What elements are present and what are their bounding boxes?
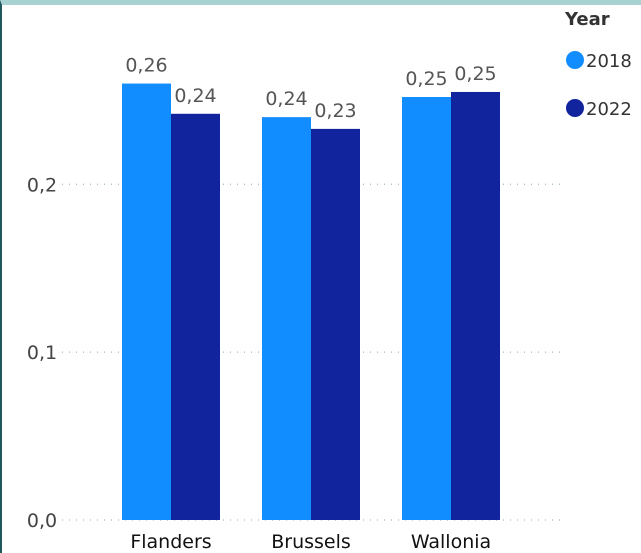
data-label: 0,25	[405, 68, 447, 90]
legend-marker-2018	[566, 51, 584, 69]
bar-2018-wallonia	[402, 97, 451, 520]
data-label: 0,24	[265, 88, 307, 110]
bar-2022-brussels	[311, 128, 360, 520]
data-label: 0,25	[454, 63, 496, 85]
data-label: 0,26	[125, 55, 167, 77]
legend-label-2022: 2022	[586, 99, 632, 120]
x-category-label: Flanders	[130, 531, 211, 553]
legend-marker-2022	[566, 99, 584, 117]
legend-title: Year	[564, 9, 610, 30]
bar-2022-flanders	[171, 113, 220, 521]
data-label: 0,23	[314, 100, 356, 122]
y-tick-label: 0,1	[27, 342, 57, 364]
y-tick-label: 0,0	[27, 510, 57, 532]
bar-2022-wallonia	[451, 91, 500, 520]
x-category-label: Brussels	[271, 531, 351, 553]
x-category-label: Wallonia	[411, 531, 491, 553]
y-tick-label: 0,2	[27, 174, 57, 196]
bar-2018-flanders	[122, 83, 171, 521]
data-label: 0,24	[174, 85, 216, 107]
legend-label-2018: 2018	[586, 51, 632, 72]
bar-2018-brussels	[262, 117, 311, 521]
